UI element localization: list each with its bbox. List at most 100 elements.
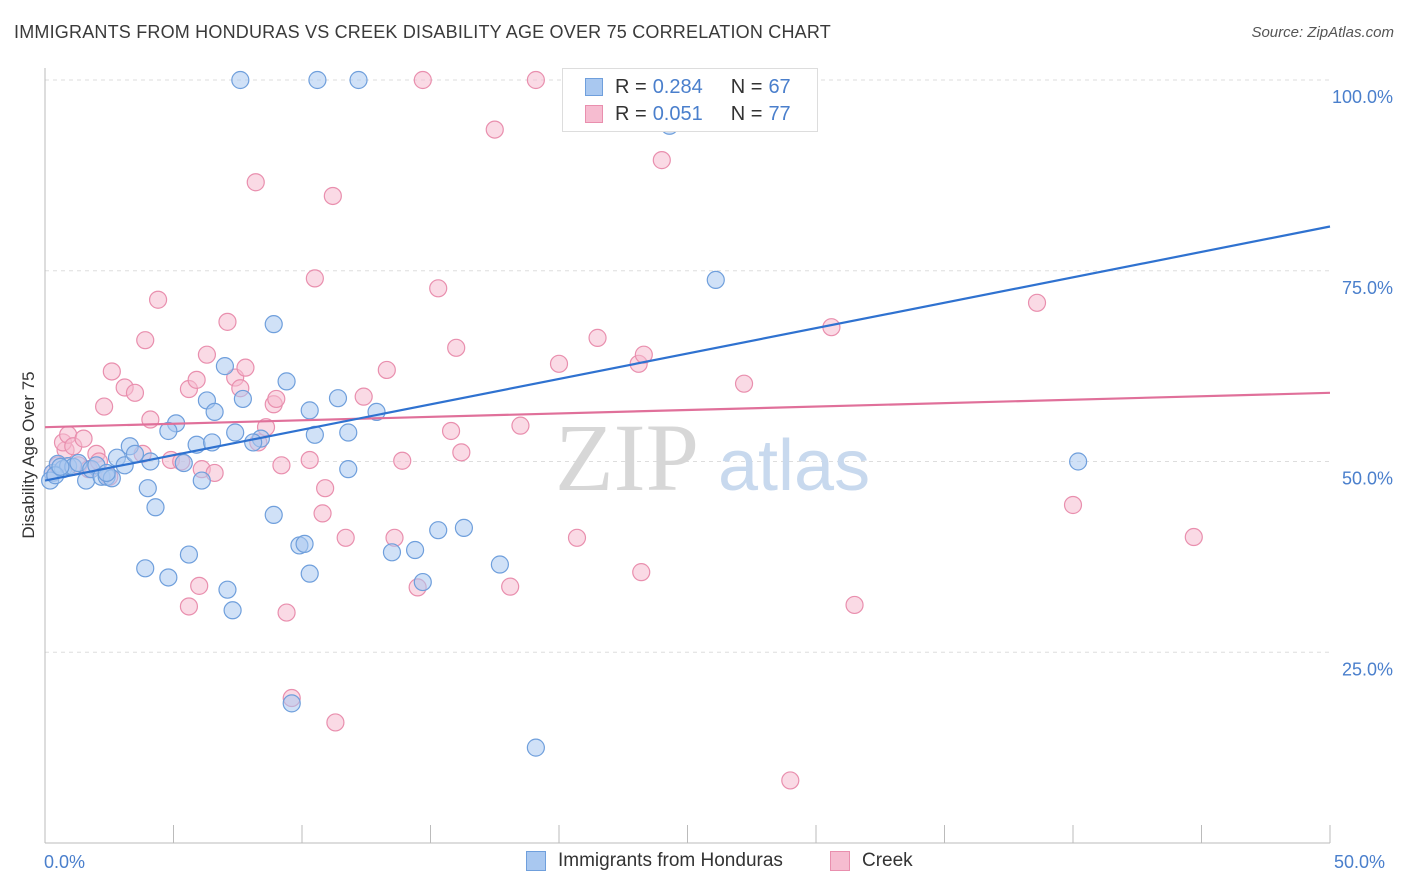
data-point xyxy=(244,433,263,452)
data-point xyxy=(215,357,234,376)
creek-trend-line xyxy=(44,391,1331,429)
data-point xyxy=(148,290,168,309)
data-point xyxy=(326,713,345,732)
series-legend-creek: Creek xyxy=(830,850,913,872)
legend-n-value: 67 xyxy=(768,75,791,98)
data-point xyxy=(174,453,193,473)
legend-n-value: 77 xyxy=(768,102,791,125)
legend-r-value: 0.284 xyxy=(652,75,703,98)
data-point xyxy=(781,771,800,790)
data-point xyxy=(336,528,355,547)
data-point xyxy=(95,397,114,416)
y-tick-label: 50.0% xyxy=(1342,469,1393,489)
data-point xyxy=(136,331,155,350)
watermark: ZIP atlas xyxy=(555,404,870,511)
data-point xyxy=(300,401,319,420)
data-point xyxy=(511,416,530,435)
data-point xyxy=(339,423,358,442)
data-point xyxy=(1063,495,1083,515)
data-point xyxy=(192,471,211,490)
correlation-legend: R = 0.284 N = 67 R = 0.051 N = 77 xyxy=(562,68,818,132)
data-point xyxy=(323,186,342,206)
data-point xyxy=(328,389,348,408)
chart-source: Source: ZipAtlas.com xyxy=(1251,24,1394,41)
data-point xyxy=(485,120,504,139)
data-point xyxy=(74,429,93,448)
data-point xyxy=(305,269,324,288)
series-swatch-blue xyxy=(526,851,546,871)
data-point xyxy=(179,545,199,564)
data-point xyxy=(233,389,252,409)
data-point xyxy=(706,270,725,290)
legend-r-value: 0.051 xyxy=(652,102,703,125)
data-point xyxy=(264,315,283,334)
data-point xyxy=(272,456,291,475)
y-axis-label-group: Disability Age Over 75 xyxy=(19,371,38,538)
data-point xyxy=(734,374,754,393)
data-point xyxy=(447,338,466,357)
data-point xyxy=(429,279,448,298)
data-point xyxy=(282,694,301,713)
data-point xyxy=(377,360,396,380)
data-point xyxy=(652,151,671,170)
legend-swatch-pink xyxy=(585,105,603,123)
honduras-trend-line xyxy=(44,225,1331,482)
legend-swatch-blue xyxy=(585,78,603,96)
watermark-zip: ZIP xyxy=(555,404,699,511)
x-tick-label-max: 50.0% xyxy=(1334,852,1386,872)
data-point xyxy=(501,577,520,596)
data-point xyxy=(218,580,237,599)
data-point xyxy=(393,451,412,470)
data-point xyxy=(246,173,265,192)
data-point xyxy=(526,738,545,757)
legend-r-label: R = xyxy=(615,75,647,98)
data-point xyxy=(452,443,471,462)
y-tick-label: 75.0% xyxy=(1342,278,1393,298)
data-point xyxy=(308,70,327,90)
data-point xyxy=(382,543,402,562)
data-point xyxy=(218,312,237,331)
series-legend: Immigrants from Honduras Creek xyxy=(0,850,1406,878)
data-point xyxy=(349,70,368,90)
data-point xyxy=(231,70,250,90)
series-legend-label: Creek xyxy=(862,850,913,871)
data-point xyxy=(236,358,255,377)
data-point xyxy=(159,568,178,587)
chart-title: IMMIGRANTS FROM HONDURAS VS CREEK DISABI… xyxy=(14,22,831,42)
data-point xyxy=(102,362,121,381)
data-point xyxy=(277,603,296,622)
data-point xyxy=(205,402,224,422)
legend-n-label: N = xyxy=(730,102,763,125)
data-point xyxy=(549,354,569,373)
data-point xyxy=(1027,293,1047,312)
y-tick-label: 25.0% xyxy=(1342,659,1393,679)
data-point xyxy=(632,563,651,582)
data-point xyxy=(226,423,245,442)
data-point xyxy=(413,572,432,592)
data-point xyxy=(51,457,70,476)
legend-n-label: N = xyxy=(730,75,763,98)
data-point xyxy=(146,498,165,517)
data-point xyxy=(526,70,545,90)
data-point xyxy=(179,597,199,616)
data-point xyxy=(300,564,319,583)
data-point xyxy=(845,595,864,615)
data-point xyxy=(197,345,217,364)
data-point xyxy=(295,534,314,554)
legend-row-honduras: R = 0.284 N = 67 xyxy=(585,74,791,100)
data-point xyxy=(454,518,474,537)
watermark-atlas: atlas xyxy=(718,426,870,506)
data-point xyxy=(567,528,587,547)
honduras-points xyxy=(41,70,1088,757)
data-point xyxy=(125,383,145,402)
legend-row-creek: R = 0.051 N = 77 xyxy=(585,101,791,127)
data-point xyxy=(413,70,432,90)
data-point xyxy=(267,389,286,409)
data-point xyxy=(159,421,178,441)
data-point xyxy=(264,505,283,525)
y-tick-labels: 100.0% 75.0% 50.0% 25.0% xyxy=(1332,87,1393,679)
data-point xyxy=(136,559,155,578)
data-point xyxy=(190,576,209,595)
trend-lines xyxy=(44,225,1331,482)
